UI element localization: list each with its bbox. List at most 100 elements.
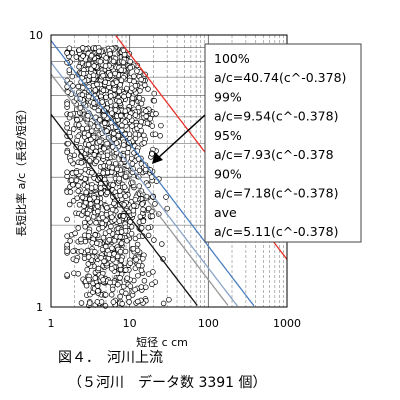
data-point <box>136 167 143 174</box>
data-point <box>78 300 85 306</box>
data-point <box>91 63 97 69</box>
data-point <box>115 132 122 139</box>
data-point <box>142 166 149 173</box>
data-point <box>102 79 108 86</box>
data-point <box>101 145 107 152</box>
data-point <box>106 237 113 243</box>
data-point <box>116 88 122 94</box>
data-point <box>149 123 156 129</box>
data-point <box>138 225 145 231</box>
data-point <box>123 267 129 273</box>
data-point <box>109 164 116 171</box>
data-point <box>118 257 125 263</box>
data-point <box>108 223 114 230</box>
data-point <box>70 182 76 188</box>
data-point <box>152 201 158 207</box>
legend-entry-label: ave <box>214 205 237 220</box>
data-point <box>109 245 115 251</box>
data-point <box>120 213 127 219</box>
data-point <box>74 195 80 201</box>
data-point <box>131 73 137 80</box>
data-point <box>98 190 104 196</box>
data-point <box>103 94 109 101</box>
tick-labels: 1 10 100 1000 1 10 <box>29 29 301 330</box>
data-point <box>66 45 73 51</box>
x-tick-label: 1000 <box>273 317 301 330</box>
data-point <box>89 240 95 246</box>
data-point <box>141 140 148 146</box>
fit-curve-99pct <box>50 40 255 307</box>
data-point <box>70 248 76 254</box>
data-point <box>104 205 110 211</box>
data-point <box>114 166 120 173</box>
data-point <box>82 224 88 230</box>
data-point <box>108 291 115 298</box>
data-point <box>130 207 137 214</box>
data-point <box>117 293 123 300</box>
data-point <box>120 283 127 290</box>
data-point <box>101 258 107 265</box>
data-point <box>100 72 106 79</box>
data-point <box>118 240 125 247</box>
data-point <box>73 177 80 184</box>
data-point <box>140 255 146 262</box>
data-point <box>132 83 139 89</box>
data-point <box>90 72 97 79</box>
data-point <box>94 203 101 210</box>
data-point <box>102 292 109 298</box>
data-point <box>117 192 123 199</box>
data-point <box>114 253 121 260</box>
data-point <box>106 251 113 258</box>
data-point <box>140 206 146 213</box>
data-point <box>123 290 129 297</box>
data-point <box>111 200 117 207</box>
data-point <box>78 236 84 243</box>
data-point <box>96 48 102 55</box>
data-point <box>145 205 152 212</box>
data-point <box>145 271 152 277</box>
data-point <box>68 177 75 183</box>
data-point <box>145 225 152 231</box>
data-point <box>89 169 95 176</box>
data-point <box>88 136 94 143</box>
data-point <box>147 115 154 122</box>
data-point <box>132 112 139 118</box>
data-point <box>127 64 134 71</box>
data-point <box>149 213 156 220</box>
data-point <box>94 283 101 289</box>
data-point <box>118 229 125 235</box>
legend-entry-label: 95% <box>214 128 242 143</box>
data-point <box>75 225 81 231</box>
data-point <box>78 160 85 166</box>
data-point <box>102 120 108 126</box>
data-point <box>84 125 90 132</box>
data-point <box>122 193 129 199</box>
data-point <box>107 279 113 286</box>
data-point <box>103 212 110 218</box>
data-point <box>95 208 101 215</box>
data-point <box>109 214 115 220</box>
data-point <box>111 130 117 137</box>
data-point <box>100 87 107 94</box>
data-point <box>118 112 124 119</box>
data-point <box>107 72 114 78</box>
data-point <box>136 95 143 101</box>
data-point <box>121 93 127 100</box>
data-point <box>143 108 149 114</box>
data-point <box>113 140 120 146</box>
data-point <box>101 112 107 119</box>
data-point <box>83 147 90 153</box>
data-point <box>99 99 105 105</box>
data-point <box>121 184 128 190</box>
data-point <box>129 95 136 101</box>
data-point <box>102 303 109 309</box>
data-point <box>100 170 106 176</box>
data-point <box>149 281 155 288</box>
data-point <box>104 128 110 134</box>
data-point <box>76 64 82 70</box>
data-point <box>126 299 132 305</box>
data-point <box>64 248 70 254</box>
data-point <box>72 230 78 237</box>
data-point <box>118 77 125 83</box>
data-point <box>85 61 92 68</box>
